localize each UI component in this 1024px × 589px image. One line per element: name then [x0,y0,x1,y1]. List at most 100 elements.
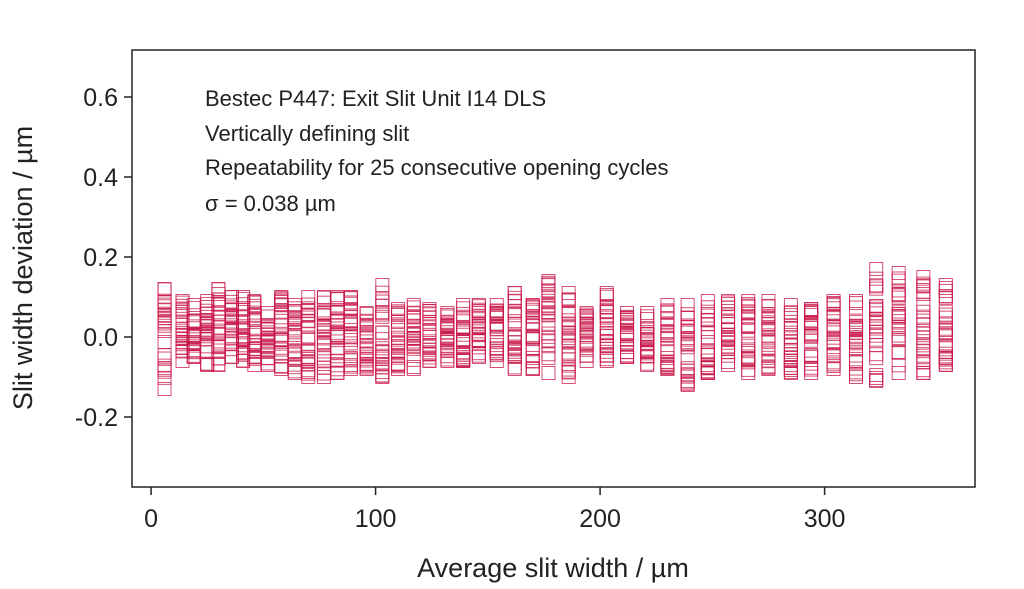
data-point [359,351,374,366]
data-point [343,330,358,345]
data-point [541,318,556,333]
data-point [274,310,289,325]
data-point [916,309,931,324]
data-point [804,348,819,363]
data-point [359,313,374,328]
data-point [274,349,289,364]
data-point [343,304,358,319]
data-point [359,306,374,320]
data-point [507,286,522,300]
data-point [301,349,316,364]
data-point [891,358,906,373]
data-point [375,309,390,324]
data-point [700,300,715,315]
data-point [680,369,695,384]
data-point [916,287,931,302]
data-point [680,361,695,376]
data-point [680,298,695,312]
axis-ticks: 0 100 200 300 0.6 0.4 0.2 0.0 -0.2 [75,84,846,533]
data-point [157,282,172,296]
data-point [406,359,421,374]
data-point [541,275,556,290]
data-point [680,376,695,391]
data-point [200,306,215,321]
data-point [343,313,358,328]
data-point [660,304,675,319]
data-point [721,310,736,325]
data-point [938,328,953,343]
data-point [761,299,776,314]
data-point [301,307,316,322]
data-point [157,324,172,339]
data-point [761,294,776,308]
data-point [343,316,358,331]
data-point [359,325,374,340]
x-tick-label: 0 [144,505,158,533]
data-point [301,290,316,304]
data-point [456,335,471,350]
data-point [489,306,504,321]
data-point [440,341,455,356]
data-point [869,311,884,326]
data-point [826,340,841,355]
data-point [869,315,884,330]
data-point [741,309,756,324]
data-point [391,315,406,330]
data-point [680,307,695,322]
data-point [891,287,906,302]
data-point [741,349,756,364]
data-point [507,290,522,305]
data-point [406,310,421,325]
plot-frame [131,49,976,488]
data-point [938,346,953,361]
data-point [316,320,331,335]
data-point [157,361,172,376]
y-tick-label: 0.2 [83,244,118,272]
data-point [804,348,819,363]
data-point [869,374,884,388]
data-point [783,337,798,352]
data-point [869,298,884,313]
data-point [359,362,374,376]
data-point [680,340,695,355]
data-point [660,360,675,375]
data-point [721,327,736,342]
data-point [541,347,556,362]
data-point [561,365,576,380]
data-point [620,332,635,347]
data-point [343,358,358,373]
data-point [826,325,841,340]
data-point [891,345,906,360]
data-point [891,283,906,298]
data-point [440,314,455,329]
data-point [343,352,358,367]
data-point [869,262,884,276]
data-point [471,350,486,364]
data-point [640,349,655,364]
data-point [561,307,576,322]
data-point [869,351,884,366]
data-point [561,325,576,340]
data-point [916,298,931,313]
data-point [541,308,556,323]
data-point [700,360,715,375]
data-point [287,347,302,362]
data-point [938,283,953,298]
data-point [330,365,345,380]
data-point [804,356,819,371]
data-point [391,340,406,355]
data-point [741,323,756,338]
data-point [826,355,841,370]
data-point [938,281,953,296]
data-point [507,342,522,357]
data-point [440,352,455,367]
data-point [804,366,819,380]
data-point [274,313,289,328]
data-point [541,329,556,344]
data-point [783,298,798,312]
data-point [422,334,437,349]
data-point [620,312,635,327]
data-point [599,348,614,363]
data-point [440,349,455,364]
data-point [680,310,695,325]
